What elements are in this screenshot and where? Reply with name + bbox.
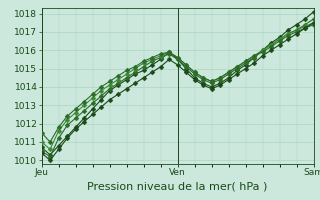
X-axis label: Pression niveau de la mer( hPa ): Pression niveau de la mer( hPa ) bbox=[87, 181, 268, 191]
